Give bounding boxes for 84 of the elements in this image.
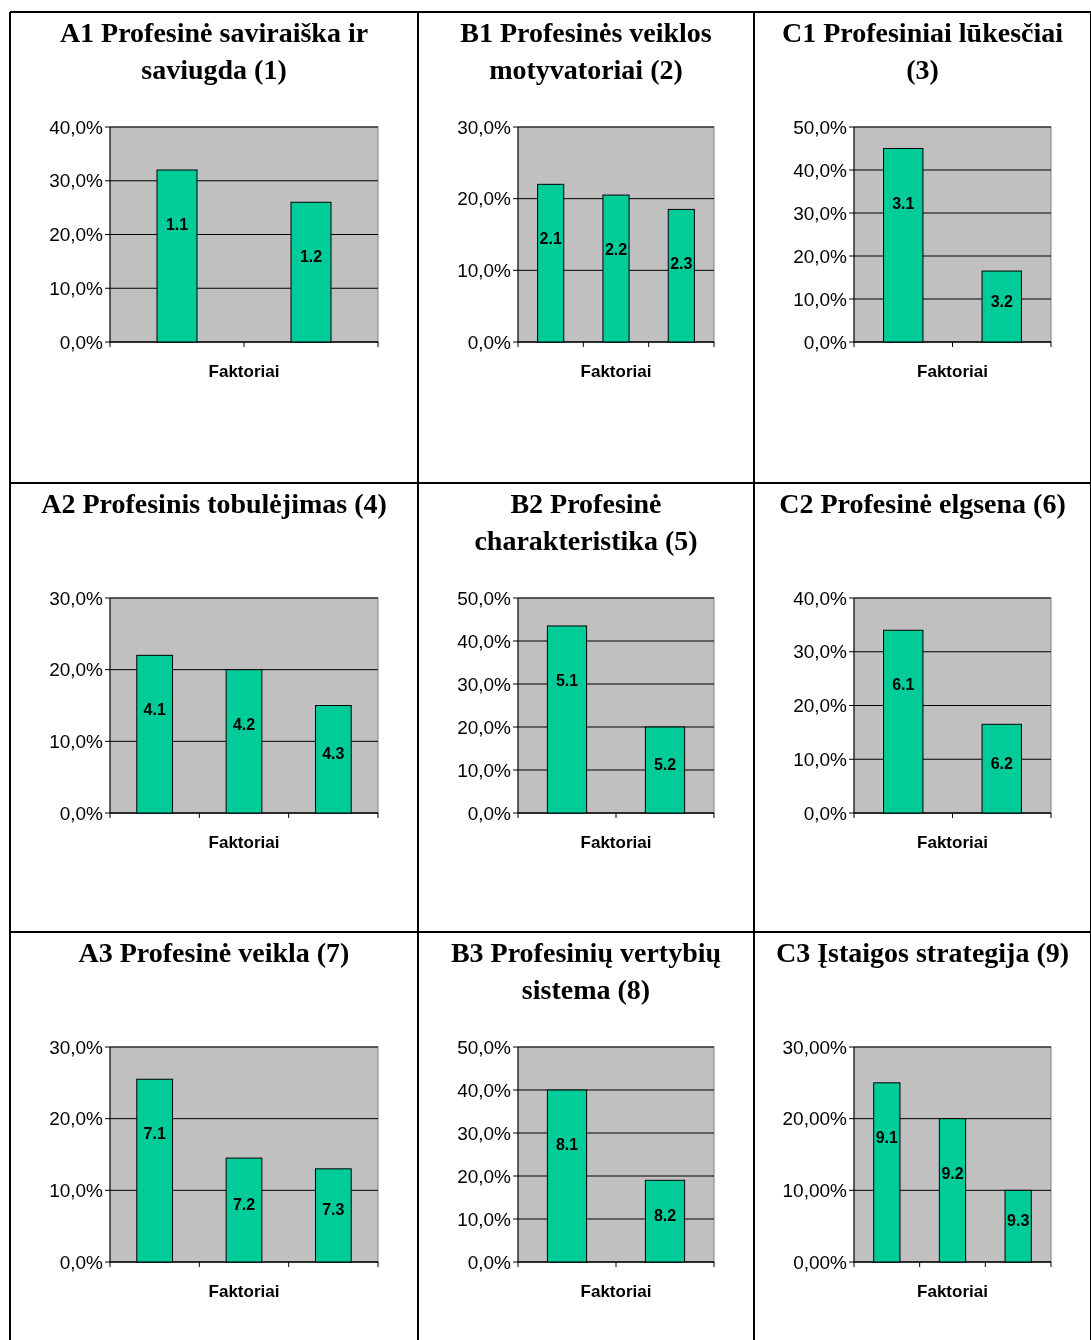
x-tick-label: 4.2	[232, 715, 256, 733]
x-axis-title: Faktoriai	[917, 833, 988, 852]
y-tick-label: 30,0%	[793, 641, 848, 663]
x-axis-title: Faktoriai	[580, 833, 652, 852]
y-tick-label: 30,0%	[49, 1036, 104, 1058]
y-tick-label: 10,0%	[49, 1179, 104, 1201]
y-tick-label: 0,00%	[793, 1251, 848, 1273]
x-tick-label: 7.2	[232, 1196, 256, 1214]
chart-title: B1 Profesinės veiklos motyvatoriai (2)	[460, 17, 712, 85]
x-tick-label: 5.1	[555, 671, 579, 689]
y-tick-label: 20,0%	[49, 224, 104, 246]
y-tick-label: 0,0%	[803, 802, 848, 824]
y-tick-label: 30,00%	[782, 1036, 848, 1058]
x-tick-label: 7.1	[143, 1125, 166, 1143]
y-tick-label: 20,0%	[457, 1165, 512, 1187]
y-tick-label: 50,0%	[457, 587, 512, 609]
y-tick-label: 20,00%	[782, 1108, 848, 1130]
y-tick-label: 10,0%	[49, 277, 104, 299]
chart-title: C2 Profesinė elgsena (6)	[779, 488, 1066, 519]
y-tick-label: 10,0%	[457, 259, 512, 281]
chart-title: B2 Profesinė charakteristika (5)	[474, 488, 698, 556]
y-tick-label: 0,0%	[467, 802, 512, 824]
y-tick-label: 50,0%	[793, 116, 848, 138]
y-tick-label: 10,0%	[457, 759, 512, 781]
x-axis-title: Faktoriai	[580, 1282, 652, 1301]
x-tick-label: 7.3	[322, 1201, 345, 1219]
y-tick-label: 20,0%	[457, 188, 512, 210]
x-axis-title: Faktoriai	[208, 362, 280, 381]
y-tick-label: 30,0%	[457, 673, 512, 695]
y-tick-label: 30,0%	[457, 116, 512, 138]
x-axis-title: Faktoriai	[208, 833, 280, 852]
y-tick-label: 40,0%	[793, 159, 848, 181]
y-tick-label: 10,0%	[49, 730, 104, 752]
chart-title: C3 Įstaigos strategija (9)	[775, 937, 1070, 968]
x-tick-label: 6.1	[892, 676, 915, 694]
chart-title: A3 Profesinė veikla (7)	[78, 937, 350, 968]
x-axis-title: Faktoriai	[917, 362, 988, 381]
y-tick-label: 20,0%	[793, 695, 848, 717]
y-tick-label: 40,0%	[49, 116, 104, 138]
y-tick-label: 0,0%	[59, 1251, 104, 1273]
y-tick-label: 40,0%	[457, 1079, 512, 1101]
y-tick-label: 50,0%	[457, 1036, 512, 1058]
x-tick-label: 2.1	[539, 230, 562, 248]
x-tick-label: 1.1	[165, 216, 189, 233]
y-tick-label: 10,00%	[782, 1179, 848, 1201]
x-axis-title: Faktoriai	[580, 362, 652, 381]
y-tick-label: 0,0%	[467, 1251, 512, 1273]
y-tick-label: 20,0%	[793, 245, 848, 267]
chart-title: A2 Profesinis tobulėjimas (4)	[41, 488, 387, 519]
y-tick-label: 30,0%	[793, 202, 848, 224]
y-tick-label: 20,0%	[457, 716, 512, 738]
y-tick-label: 0,0%	[59, 331, 104, 353]
x-tick-label: 6.2	[990, 754, 1013, 772]
y-tick-label: 30,0%	[49, 170, 104, 192]
x-tick-label: 2.3	[670, 255, 693, 273]
y-tick-label: 0,0%	[803, 331, 848, 353]
x-tick-label: 9.2	[941, 1164, 964, 1182]
x-tick-label: 4.1	[143, 701, 166, 719]
y-tick-label: 40,0%	[793, 587, 848, 609]
y-tick-label: 0,0%	[59, 802, 104, 824]
chart-title: A1 Profesinė saviraiška ir saviugda (1)	[59, 17, 369, 85]
x-axis-title: Faktoriai	[917, 1282, 988, 1301]
y-tick-label: 10,0%	[793, 288, 848, 310]
x-tick-label: 9.3	[1007, 1212, 1030, 1230]
y-tick-label: 40,0%	[457, 630, 512, 652]
x-tick-label: 8.2	[653, 1207, 677, 1225]
chart-title: B3 Profesinių vertybių sistema (8)	[450, 937, 722, 1005]
x-tick-label: 5.2	[653, 756, 677, 773]
y-tick-label: 30,0%	[457, 1122, 512, 1144]
y-tick-label: 20,0%	[49, 659, 104, 681]
x-tick-label: 3.2	[990, 292, 1013, 310]
y-tick-label: 10,0%	[793, 748, 848, 770]
x-tick-label: 2.2	[604, 241, 628, 259]
x-axis-title: Faktoriai	[208, 1282, 280, 1301]
chart-title: C1 Profesiniai lūkesčiai (3)	[781, 17, 1064, 85]
y-tick-label: 20,0%	[49, 1108, 104, 1130]
x-tick-label: 4.3	[322, 745, 345, 763]
y-tick-label: 30,0%	[49, 587, 104, 609]
x-tick-label: 3.1	[892, 194, 915, 212]
y-tick-label: 10,0%	[457, 1208, 512, 1230]
x-tick-label: 8.1	[555, 1136, 579, 1153]
x-tick-label: 1.2	[299, 248, 323, 266]
y-tick-label: 0,0%	[467, 331, 512, 353]
x-tick-label: 9.1	[875, 1128, 899, 1146]
